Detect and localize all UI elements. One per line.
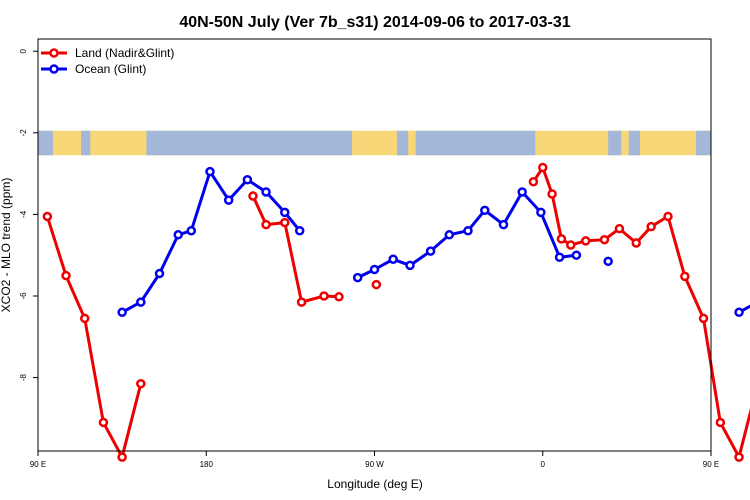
data-point <box>698 313 709 324</box>
data-point <box>528 177 539 187</box>
legend-label: Ocean (Glint) <box>75 62 146 76</box>
series-line <box>45 215 143 462</box>
data-point <box>599 234 610 245</box>
data-point <box>186 225 197 236</box>
chart-title: 40N-50N July (Ver 7b_s31) 2014-09-06 to … <box>179 14 570 31</box>
x-tick-label: 90 E <box>703 460 719 469</box>
data-point <box>480 205 490 216</box>
data-point <box>547 189 557 199</box>
data-point <box>631 238 641 248</box>
data-point <box>261 219 271 230</box>
legend-marker <box>49 48 59 58</box>
data-point <box>117 452 127 462</box>
x-tick-label: 180 <box>200 460 214 469</box>
map-band-ocean <box>396 130 409 156</box>
y-tick-label: -6 <box>19 292 28 300</box>
map-band-ocean <box>696 130 711 156</box>
data-point <box>646 221 656 232</box>
data-point <box>498 219 509 230</box>
data-point <box>173 230 183 240</box>
data-point <box>98 417 109 428</box>
y-tick-label: -2 <box>19 129 28 137</box>
data-point <box>136 297 146 307</box>
data-point <box>538 162 548 173</box>
map-band-ocean <box>146 130 353 156</box>
y-tick-label: -4 <box>19 210 28 218</box>
data-point <box>61 270 71 281</box>
data-point <box>371 279 382 290</box>
map-band-ocean <box>80 130 91 156</box>
legend-label: Land (Nadir&Glint) <box>75 46 174 60</box>
series-line <box>121 168 301 314</box>
data-point <box>734 307 744 318</box>
x-tick-label: 0 <box>541 460 546 469</box>
legend-marker <box>49 64 59 74</box>
x-axis-label: Longitude (deg E) <box>327 477 422 491</box>
data-point <box>556 234 567 244</box>
data-point <box>734 452 744 462</box>
data-point <box>205 166 215 177</box>
data-point <box>566 240 576 250</box>
y-axis-label: XCO2 - MLO trend (ppm) <box>0 178 13 313</box>
data-point <box>614 223 625 234</box>
map-band-ocean <box>415 130 536 156</box>
legend: Land (Nadir&Glint) Ocean (Glint) <box>41 46 174 76</box>
data-point <box>154 268 165 279</box>
data-point <box>352 272 363 283</box>
series-line <box>532 164 750 462</box>
data-point <box>680 271 690 282</box>
data-point <box>117 307 127 318</box>
data-point <box>334 292 344 302</box>
map-band-ocean <box>38 130 53 156</box>
data-point <box>280 207 290 218</box>
y-tick-label: 0 <box>19 48 28 53</box>
data-point <box>223 195 234 205</box>
y-axis-ticks: 0 -2 -4 -6 -8 <box>19 48 38 381</box>
data-point <box>425 246 436 256</box>
data-point <box>388 254 398 265</box>
data-point <box>554 252 565 262</box>
data-point <box>663 211 673 222</box>
series-line <box>251 195 340 304</box>
data-point <box>603 256 613 267</box>
data-point <box>444 230 455 240</box>
data-point <box>536 207 546 218</box>
data-point <box>715 417 726 428</box>
data-point <box>405 260 415 271</box>
map-band <box>38 130 711 156</box>
x-tick-label: 90 E <box>30 460 46 469</box>
y-tick-label: -8 <box>19 373 28 381</box>
data-point <box>242 174 253 185</box>
series-1 <box>117 166 750 318</box>
x-axis-ticks: 90 E 180 90 W 0 90 E <box>30 451 719 469</box>
data-point <box>517 187 527 197</box>
series-0 <box>42 162 750 462</box>
data-point <box>79 313 90 324</box>
data-point <box>463 225 473 236</box>
series-line <box>738 304 750 314</box>
x-tick-label: 90 W <box>365 460 384 469</box>
plot-lines <box>42 162 750 462</box>
data-point <box>571 250 582 260</box>
map-band-ocean <box>628 130 640 156</box>
data-point <box>294 225 305 236</box>
data-point <box>42 211 53 222</box>
data-point <box>261 187 271 197</box>
data-point <box>580 236 591 246</box>
data-point <box>280 217 290 228</box>
data-point <box>369 264 380 275</box>
data-point <box>136 378 146 389</box>
data-point <box>296 297 307 307</box>
map-band-ocean <box>608 130 622 156</box>
data-point <box>248 191 258 201</box>
data-point <box>319 291 329 301</box>
